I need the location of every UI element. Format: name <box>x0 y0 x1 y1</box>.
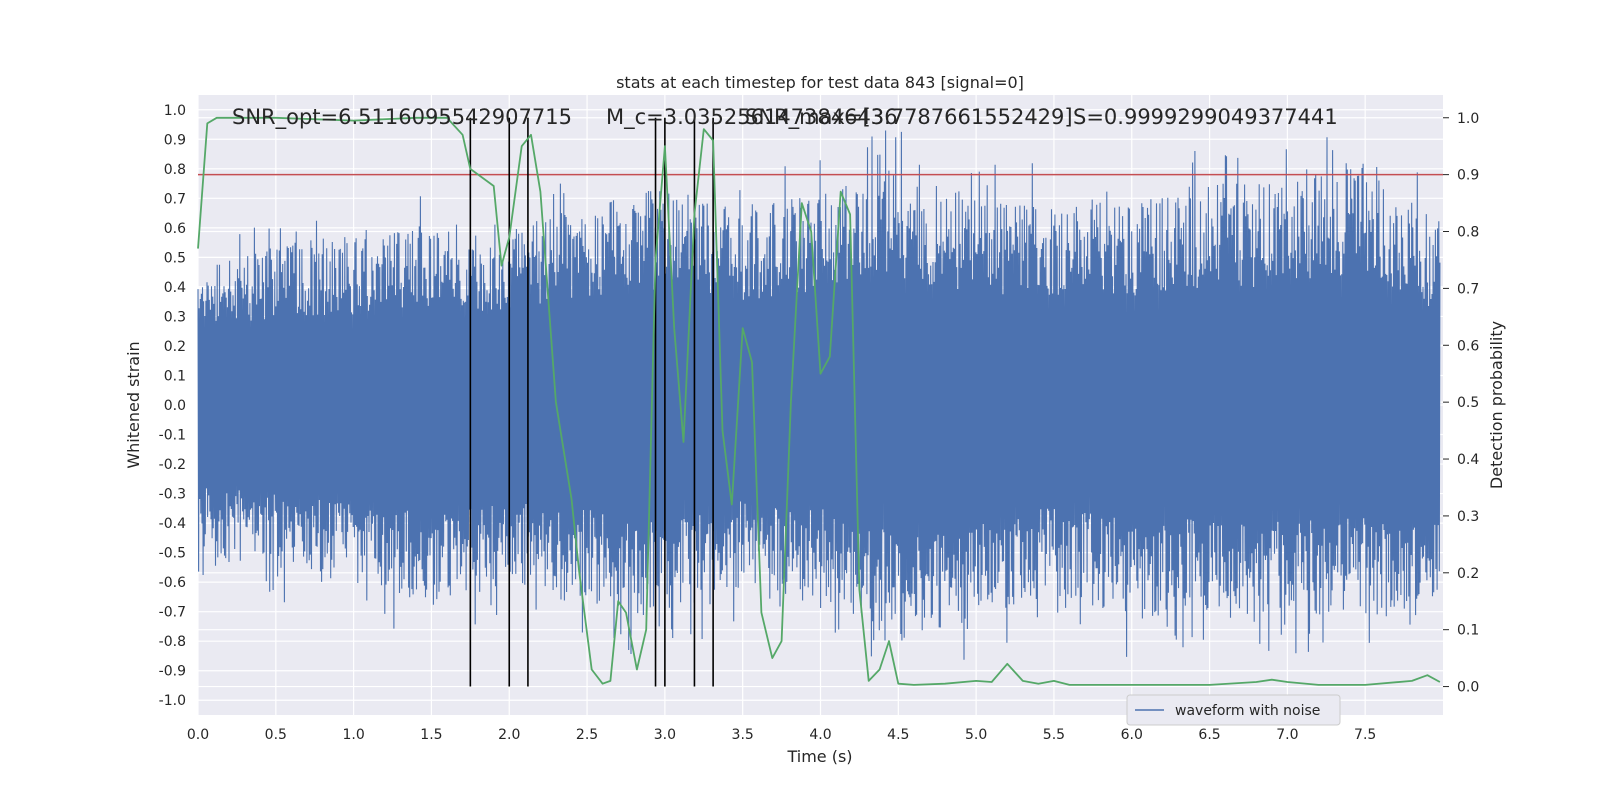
x-tick-label: 5.5 <box>1043 727 1065 743</box>
left-tick-label: -0.6 <box>159 575 186 591</box>
left-tick-label: 0.8 <box>164 162 186 178</box>
x-tick-label: 3.5 <box>732 727 754 743</box>
right-axis-label: Detection probability <box>1487 321 1506 489</box>
left-tick-label: 0.9 <box>164 132 186 148</box>
right-tick-label: 0.9 <box>1457 168 1479 184</box>
legend-box <box>1126 694 1341 726</box>
x-tick-label: 7.0 <box>1276 727 1298 743</box>
left-tick-label: 0.6 <box>164 221 186 237</box>
left-tick-label: 0.2 <box>164 339 186 355</box>
left-tick-label: 0.5 <box>164 250 186 266</box>
left-tick-label: -0.9 <box>159 664 186 680</box>
probability-layer <box>197 116 1443 687</box>
x-tick-label: 4.5 <box>887 727 909 743</box>
x-axis-ticks: 0.0 0.5 1.0 1.5 2.0 2.5 3.0 3.5 4.0 4.5 5.0 5.5 6.0 6… <box>187 727 1376 743</box>
annotation-s: S=0.9999299049377441 <box>1073 105 1338 129</box>
right-tick-label: 0.6 <box>1457 338 1479 354</box>
strain-layer <box>197 130 1441 660</box>
left-tick-label: 0.3 <box>164 309 186 325</box>
left-tick-label: -0.8 <box>159 634 186 650</box>
left-tick-label: 1.0 <box>164 103 186 119</box>
right-tick-label: 0.4 <box>1457 452 1479 468</box>
left-tick-label: -0.4 <box>159 516 186 532</box>
left-tick-label: 0.7 <box>164 191 186 207</box>
x-tick-label: 6.5 <box>1198 727 1220 743</box>
right-tick-label: 0.3 <box>1457 509 1479 525</box>
strain-waveform-line <box>197 130 1441 660</box>
left-axis-ticks: 1.0 0.9 0.8 0.7 0.6 0.5 0.4 0.3 0.2 0.1 0.0 -0.1 -0.… <box>159 103 186 709</box>
x-tick-label: 7.5 <box>1354 727 1376 743</box>
x-tick-label: 2.0 <box>498 727 520 743</box>
left-tick-label: -0.5 <box>159 546 186 562</box>
left-tick-label: -0.3 <box>159 487 186 503</box>
legend-entry: waveform with noise <box>1175 703 1320 719</box>
right-tick-label: 0.8 <box>1457 225 1479 241</box>
right-tick-label: 0.7 <box>1457 281 1479 297</box>
chart-title: stats at each timestep for test data 843… <box>616 73 1024 92</box>
x-tick-label: 5.0 <box>965 727 987 743</box>
annotation-chirp-mass: M_c=3.0352561473846436 <box>606 105 898 130</box>
annotation-snr-opt: SNR_opt=6.5116095542907715 <box>232 105 572 130</box>
right-tick-label: 0.2 <box>1457 566 1479 582</box>
x-tick-label: 4.0 <box>809 727 831 743</box>
left-tick-label: 0.1 <box>164 368 186 384</box>
x-tick-label: 0.5 <box>265 727 287 743</box>
right-axis-ticks: 1.0 0.9 0.8 0.7 0.6 0.5 0.4 0.3 0.2 0.1 0.0 <box>1443 111 1479 696</box>
right-tick-label: 0.5 <box>1457 395 1479 411</box>
left-tick-label: -1.0 <box>159 693 186 709</box>
left-tick-label: -0.1 <box>159 428 186 444</box>
left-tick-label: -0.2 <box>159 457 186 473</box>
x-tick-label: 3.0 <box>654 727 676 743</box>
left-tick-label: 0.4 <box>164 280 186 296</box>
legend: waveform with noise <box>1126 694 1341 726</box>
x-tick-label: 1.5 <box>420 727 442 743</box>
x-tick-label: 1.0 <box>342 727 364 743</box>
right-tick-label: 0.1 <box>1457 623 1479 639</box>
left-tick-label: 0.0 <box>164 398 186 414</box>
left-tick-label: -0.7 <box>159 605 186 621</box>
left-axis-label: Whitened strain <box>124 341 143 468</box>
right-tick-label: 1.0 <box>1457 111 1479 127</box>
x-axis-label: Time (s) <box>786 747 852 766</box>
x-tick-label: 6.0 <box>1121 727 1143 743</box>
x-tick-label: 0.0 <box>187 727 209 743</box>
x-tick-label: 2.5 <box>576 727 598 743</box>
detection-probability-line <box>197 116 1441 686</box>
annotation-snr-max: SNR_max=[3.7787661552429] <box>745 105 1073 130</box>
right-tick-label: 0.0 <box>1457 680 1479 696</box>
